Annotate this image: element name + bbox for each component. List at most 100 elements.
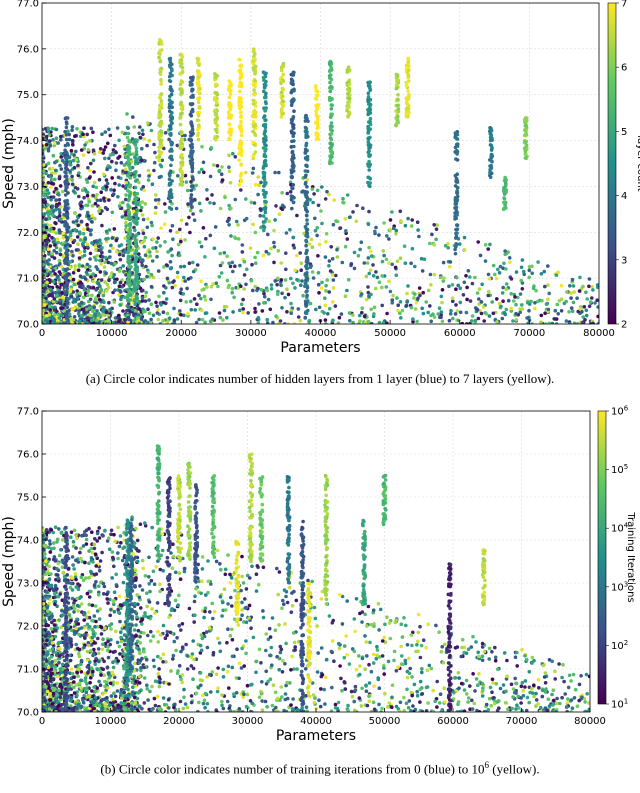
data-point [443, 243, 448, 248]
data-point [199, 279, 203, 284]
data-point [146, 178, 151, 182]
data-point [324, 289, 328, 293]
x-tick-label: 10000 [96, 328, 128, 339]
data-point [118, 303, 123, 307]
data-point [341, 196, 345, 201]
data-point [155, 304, 159, 309]
data-point [237, 57, 241, 62]
data-point [44, 314, 49, 318]
data-point [327, 290, 332, 294]
data-point [86, 165, 90, 170]
data-point [191, 149, 195, 154]
data-point [455, 185, 460, 190]
data-point [239, 64, 243, 68]
data-point [167, 105, 172, 109]
data-point [165, 311, 170, 316]
data-point [42, 151, 44, 156]
data-point [44, 225, 49, 230]
data-point [48, 287, 53, 292]
data-point [188, 208, 193, 213]
data-point [214, 112, 219, 117]
data-point [407, 92, 411, 97]
data-point [203, 298, 208, 302]
data-point [540, 298, 544, 303]
data-point [99, 241, 103, 246]
data-point [133, 235, 137, 239]
data-point [547, 291, 551, 296]
data-point [315, 188, 320, 193]
data-point [42, 321, 46, 324]
data-point [196, 131, 200, 136]
data-point [346, 65, 351, 69]
data-point [295, 253, 299, 258]
data-point [42, 235, 46, 239]
data-point [256, 321, 261, 324]
data-point [523, 124, 528, 128]
data-point [227, 112, 231, 116]
data-point [251, 140, 255, 145]
data-point [167, 195, 172, 200]
data-point [179, 79, 184, 83]
data-point [159, 42, 164, 46]
data-point [175, 143, 180, 148]
data-point [261, 224, 266, 228]
data-point [546, 297, 550, 302]
data-point [300, 279, 304, 283]
data-point [98, 304, 103, 308]
data-point [97, 209, 101, 214]
data-point [260, 309, 265, 313]
data-point [407, 104, 411, 108]
data-point [291, 134, 296, 138]
data-point [101, 151, 105, 155]
data-point [547, 321, 552, 324]
data-point [587, 284, 591, 289]
data-point [363, 321, 367, 324]
data-point [304, 143, 308, 148]
data-point [405, 291, 409, 296]
data-point [159, 226, 163, 230]
data-point [396, 303, 401, 308]
data-point [151, 275, 156, 280]
data-point [79, 317, 84, 321]
data-point [86, 214, 91, 218]
data-point [497, 301, 502, 306]
data-point [542, 269, 547, 274]
data-point [170, 149, 174, 153]
data-point [314, 97, 319, 101]
data-point [578, 307, 582, 311]
data-point [450, 296, 455, 301]
data-point [133, 243, 138, 248]
data-point [480, 282, 485, 287]
data-point [158, 141, 162, 146]
data-point [242, 259, 247, 264]
data-point [258, 207, 263, 211]
data-point [359, 292, 364, 296]
data-point [190, 157, 195, 162]
data-point [65, 301, 70, 306]
data-point [520, 307, 525, 311]
data-point [313, 228, 318, 233]
data-point [317, 242, 322, 247]
data-point [119, 635, 123, 640]
data-point [140, 200, 145, 204]
data-point [410, 246, 415, 251]
data-point [64, 125, 69, 130]
data-point [285, 287, 289, 292]
data-point [298, 251, 303, 255]
data-point [226, 285, 231, 290]
data-point [323, 255, 328, 259]
data-point [432, 272, 437, 277]
data-point [454, 205, 459, 210]
data-point [179, 112, 183, 116]
data-point [150, 223, 154, 228]
data-point [315, 114, 319, 119]
data-point [493, 272, 497, 277]
data-point [189, 152, 194, 156]
data-point [582, 305, 587, 309]
data-point [584, 313, 589, 318]
data-point [369, 249, 373, 254]
data-point [373, 286, 378, 291]
data-point [110, 159, 114, 164]
data-point [42, 190, 45, 195]
data-point [448, 260, 453, 264]
